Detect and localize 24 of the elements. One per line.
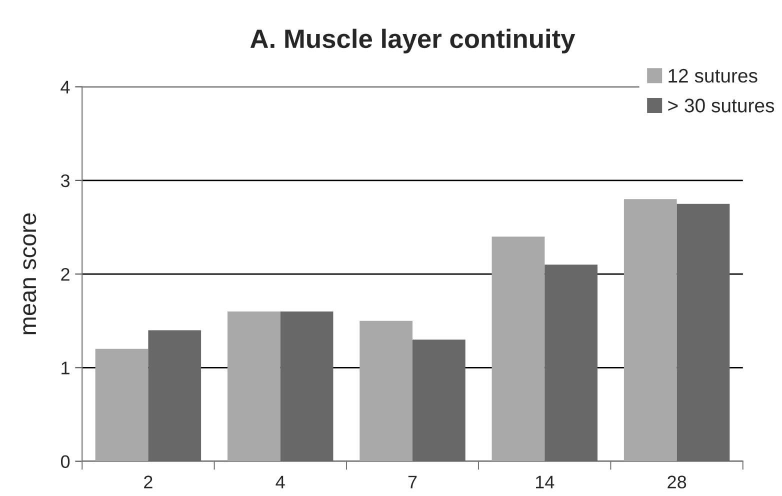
- y-tick-label: 0: [60, 455, 70, 468]
- bar: [492, 236, 545, 462]
- legend-label: > 30 sutures: [668, 98, 774, 112]
- y-tick-label: 1: [62, 362, 70, 374]
- y-tick-label: 2: [61, 268, 70, 281]
- bar: [280, 311, 334, 462]
- y-tick-label: 4: [60, 80, 70, 94]
- bar: [95, 348, 148, 462]
- bar: [412, 340, 466, 462]
- chart-title: A. Muscle layer continuity: [250, 28, 576, 54]
- x-tick-label: 2: [144, 476, 152, 488]
- y-tick-label: 3: [60, 174, 70, 188]
- bar: [544, 264, 598, 462]
- x-tick-label: 7: [408, 476, 417, 488]
- bar: [624, 199, 677, 462]
- x-tick-label: 28: [668, 476, 686, 488]
- x-tick-label: 4: [276, 476, 285, 488]
- bar: [360, 320, 413, 462]
- x-tick-label: 14: [536, 476, 554, 488]
- legend-label: 12 sutures: [668, 68, 758, 83]
- bar: [227, 311, 280, 462]
- y-axis-title: mean score: [23, 213, 36, 334]
- bar: [676, 204, 730, 462]
- bar: [148, 330, 202, 462]
